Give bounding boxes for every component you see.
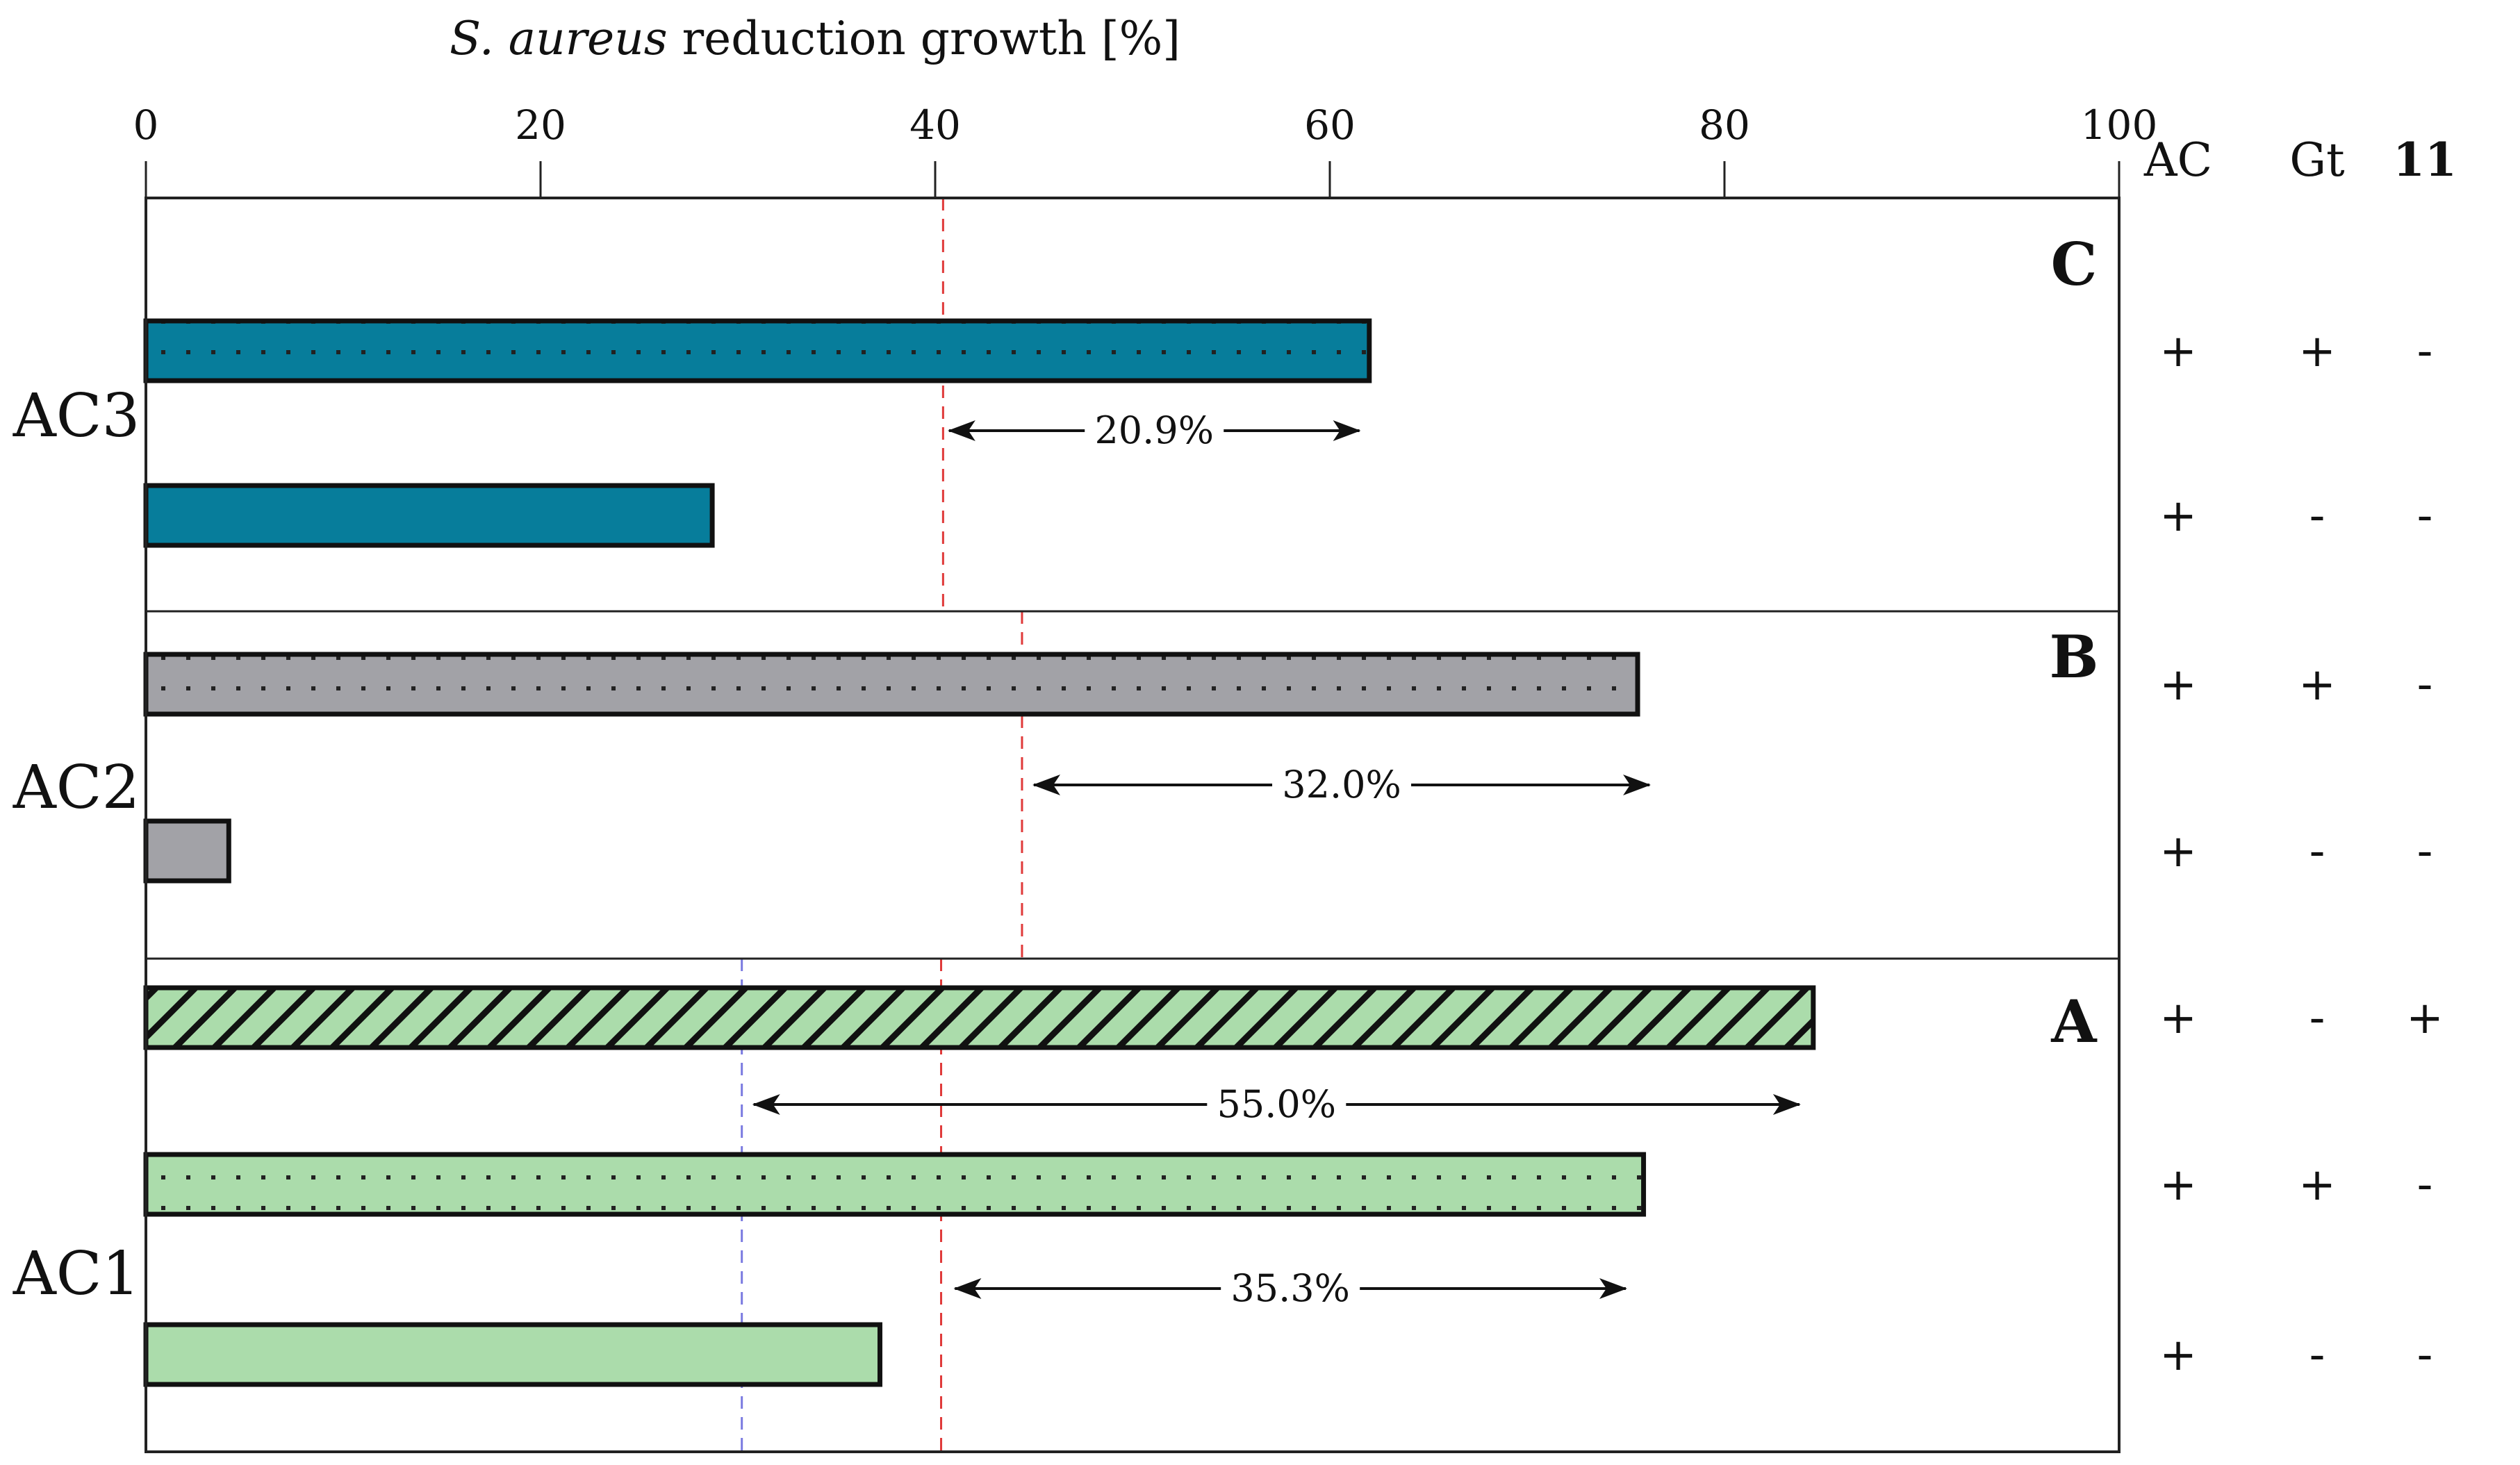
table-header: 11 <box>2393 133 2457 187</box>
table-sign: + <box>2159 826 2197 877</box>
table-sign: - <box>2309 993 2325 1044</box>
table-sign: + <box>2159 1159 2197 1211</box>
x-tick-label: 100 <box>2081 101 2158 149</box>
panel-letter: C <box>2051 230 2098 299</box>
x-tick-label: 80 <box>1699 101 1750 149</box>
bar-pattern <box>146 1154 1644 1214</box>
group-label: AC3 <box>13 381 140 451</box>
x-tick-label: 60 <box>1304 101 1356 149</box>
table-sign: + <box>2159 993 2197 1044</box>
table-sign: + <box>2298 1159 2336 1211</box>
table-sign: + <box>2159 326 2197 377</box>
annotations: 20.9% 32.0% 55.0% 35.3% <box>752 406 1801 1312</box>
bar-pattern <box>146 988 1813 1048</box>
bar-pattern <box>146 654 1638 714</box>
panel-letter: B <box>2050 622 2099 691</box>
group-label: AC1 <box>13 1239 140 1309</box>
reference-lines <box>741 198 1023 1452</box>
x-tick-label: 20 <box>515 101 566 149</box>
annotation-label: 32.0% <box>1282 763 1401 806</box>
x-tick-label: 0 <box>133 101 159 149</box>
bar <box>146 1325 880 1384</box>
annotation-label: 55.0% <box>1217 1082 1337 1126</box>
table-sign: + <box>2298 659 2336 711</box>
bar-pattern <box>146 321 1369 381</box>
chart-title-rest: reduction growth [%] <box>668 12 1180 65</box>
table-sign: - <box>2416 490 2432 542</box>
group-labels: AC3 C AC2 B AC1 A <box>13 230 2099 1309</box>
table-sign: - <box>2416 659 2432 711</box>
table-sign: + <box>2159 1330 2197 1381</box>
chart-title: S. aureus reduction growth [%] <box>450 12 1180 65</box>
bars <box>143 318 1816 1387</box>
table-sign: + <box>2159 659 2197 711</box>
bar <box>146 486 713 545</box>
sign-table: AC Gt 11 + + - + - - + + - + - - + - + + + - + - - <box>2143 133 2457 1381</box>
table-sign: + <box>2298 326 2336 377</box>
table-sign: + <box>2159 490 2197 542</box>
table-sign: - <box>2309 490 2325 542</box>
table-sign: - <box>2416 326 2432 377</box>
chart-title-italic: S. aureus <box>450 12 668 65</box>
annotation-label-bg <box>1207 1079 1347 1128</box>
bar <box>146 821 229 881</box>
table-sign: - <box>2309 826 2325 877</box>
table-header: Gt <box>2289 133 2344 187</box>
table-sign: + <box>2406 993 2444 1044</box>
annotation-label: 20.9% <box>1094 408 1214 452</box>
table-sign: - <box>2416 1330 2432 1381</box>
table-sign: - <box>2416 1159 2432 1211</box>
group-label: AC2 <box>13 753 140 822</box>
table-header: AC <box>2143 133 2212 187</box>
annotation-label-bg <box>1272 760 1412 809</box>
annotation-label: 35.3% <box>1230 1266 1350 1310</box>
table-sign: - <box>2416 826 2432 877</box>
x-axis: 0 20 40 60 80 100 <box>133 101 2158 198</box>
annotation-label-bg <box>1085 406 1224 454</box>
table-sign: - <box>2309 1330 2325 1381</box>
annotation-label-bg <box>1221 1264 1360 1312</box>
x-tick-label: 40 <box>909 101 961 149</box>
panel-letter: A <box>2050 987 2098 1056</box>
plot-frame <box>145 197 2120 1453</box>
